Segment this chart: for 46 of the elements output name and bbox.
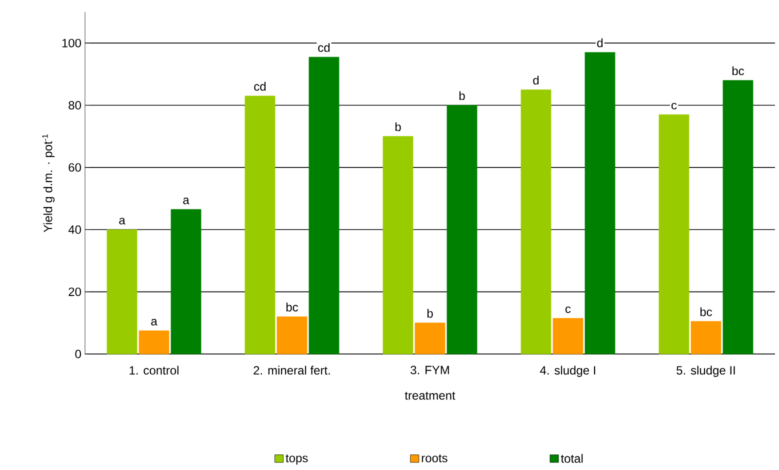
data-label: bc [732,66,744,76]
data-label: cd [254,82,266,91]
x-tick-label: 5. sludge II [676,366,735,377]
data-label: d [597,38,603,48]
x-tick-label: 1. control [130,366,178,375]
legend-label: total [560,454,583,463]
data-label: cd [318,43,330,52]
bar [244,96,276,354]
bar [138,330,170,354]
data-label: c [566,306,571,314]
x-tick-label: 2. mineral fert. [254,366,330,375]
data-label: b [427,308,433,318]
data-label: bc [700,307,712,316]
data-label: d [533,76,539,85]
bar [690,321,722,354]
bar [276,316,308,354]
y-tick-label: 0 [75,350,82,358]
y-tick-label: 40 [68,225,82,234]
x-tick-label: 3. FYM [410,366,449,374]
data-label: a [119,218,126,224]
bar [382,136,414,354]
y-tick-label: 60 [68,163,82,172]
data-label: bc [286,302,298,312]
data-label: c [671,102,677,110]
bar [584,52,616,354]
bar [446,105,478,354]
data-label: a [183,198,190,204]
bar [414,322,446,354]
y-tick-label: 20 [68,288,82,296]
bar [106,229,138,354]
bar [722,80,754,354]
bar [520,90,552,354]
x-axis-title: treatment [404,392,456,400]
legend-label: tops [286,454,308,465]
data-label: b [395,122,401,132]
bar [552,318,584,354]
data-label: a [151,318,158,326]
y-tick-label: 80 [68,101,82,110]
y-tick-label: 100 [62,38,82,48]
x-tick-label: 4. sludge I [540,366,596,377]
bar [170,209,202,354]
legend-label: roots [422,454,448,462]
bar [308,56,340,354]
y-axis-title: Yield g d.m. · pot$^{-1}$ [42,134,55,232]
bar [658,114,690,354]
data-label: b [459,91,465,100]
